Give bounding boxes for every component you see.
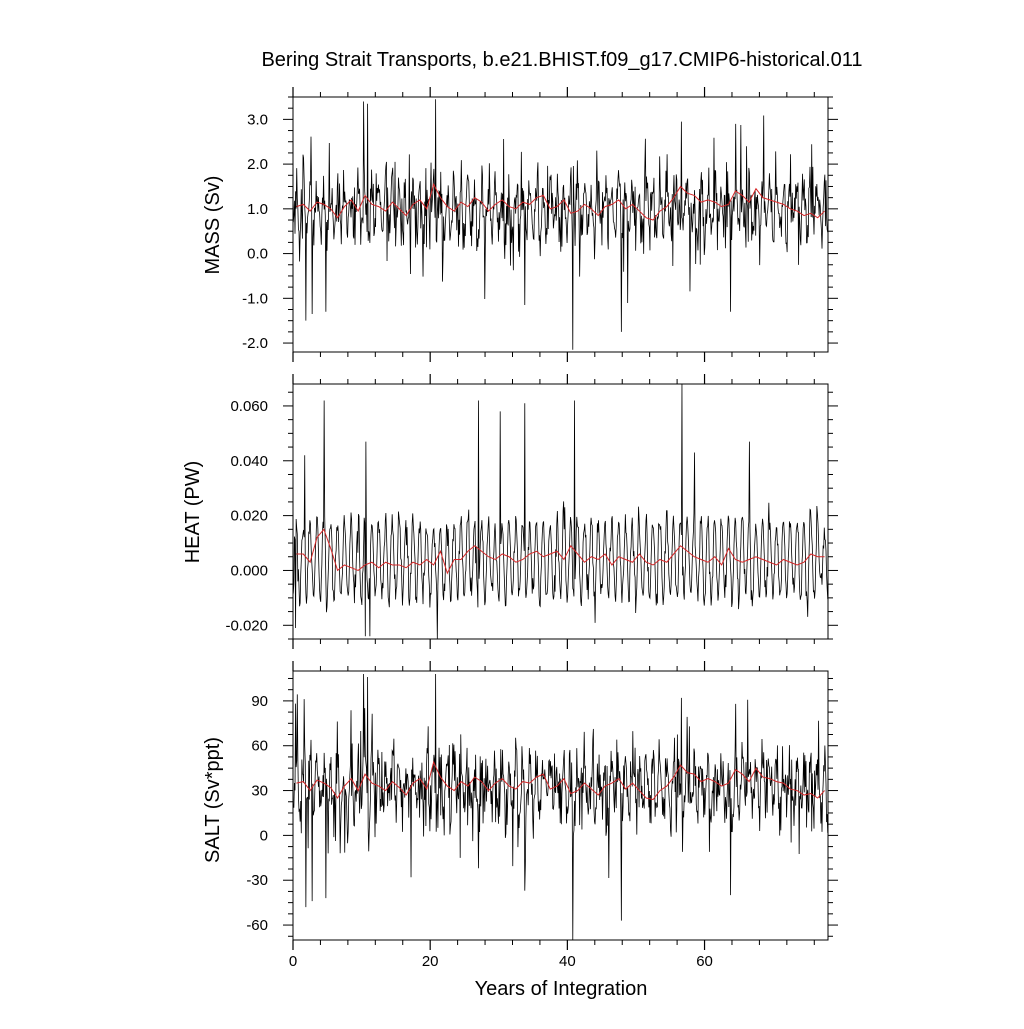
annual-mean-line xyxy=(296,528,825,575)
y-tick-label: -0.020 xyxy=(225,617,268,634)
heat-ylabel: HEAT (PW) xyxy=(182,461,204,564)
y-tick-label: -60 xyxy=(246,917,268,934)
monthly-series-line xyxy=(292,99,829,350)
y-tick-label: 0 xyxy=(260,827,268,844)
y-tick-label: 0.060 xyxy=(230,398,268,415)
x-axis-label: Years of Integration xyxy=(475,978,648,1000)
y-tick-label: 0.000 xyxy=(230,562,268,579)
x-tick-label: 60 xyxy=(696,953,713,970)
mass-panel: MASS (Sv) -2.0 -1.0 0.0 1.0 2.0 3.0 xyxy=(202,87,838,362)
y-tick-label: 0.020 xyxy=(230,508,268,525)
y-tick-label: 0.0 xyxy=(247,246,268,263)
heat-panel: HEAT (PW) -0.020 0.000 0.020 0.040 0.060 xyxy=(182,374,838,649)
monthly-series-line xyxy=(292,673,829,941)
y-tick-label: 0.040 xyxy=(230,453,268,470)
plot-frame xyxy=(292,383,829,640)
y-tick-label: 30 xyxy=(251,783,268,800)
y-tick-label: 90 xyxy=(251,693,268,710)
annual-mean-line xyxy=(296,182,825,221)
salt-ylabel: SALT (Sv*ppt) xyxy=(202,737,224,863)
annual-mean-line xyxy=(296,760,825,801)
plot-frame xyxy=(292,96,829,353)
y-tick-label: 1.0 xyxy=(247,201,268,218)
y-tick-label: 60 xyxy=(251,738,268,755)
y-tick-label: -1.0 xyxy=(242,290,268,307)
mass-ylabel: MASS (Sv) xyxy=(202,176,224,275)
y-tick-label: 3.0 xyxy=(247,111,268,128)
chart-title: Bering Strait Transports, b.e21.BHIST.f0… xyxy=(261,49,862,71)
y-tick-label: -30 xyxy=(246,872,268,889)
salt-panel: SALT (Sv*ppt) 0 20 40 60 -60 -30 0 30 60 90 xyxy=(202,661,838,970)
x-tick-label: 0 xyxy=(289,953,297,970)
x-tick-label: 40 xyxy=(559,953,576,970)
plot-frame xyxy=(292,670,829,941)
x-tick-label: 20 xyxy=(422,953,439,970)
y-tick-label: -2.0 xyxy=(242,335,268,352)
y-tick-label: 2.0 xyxy=(247,156,268,173)
monthly-series-line xyxy=(292,383,829,640)
